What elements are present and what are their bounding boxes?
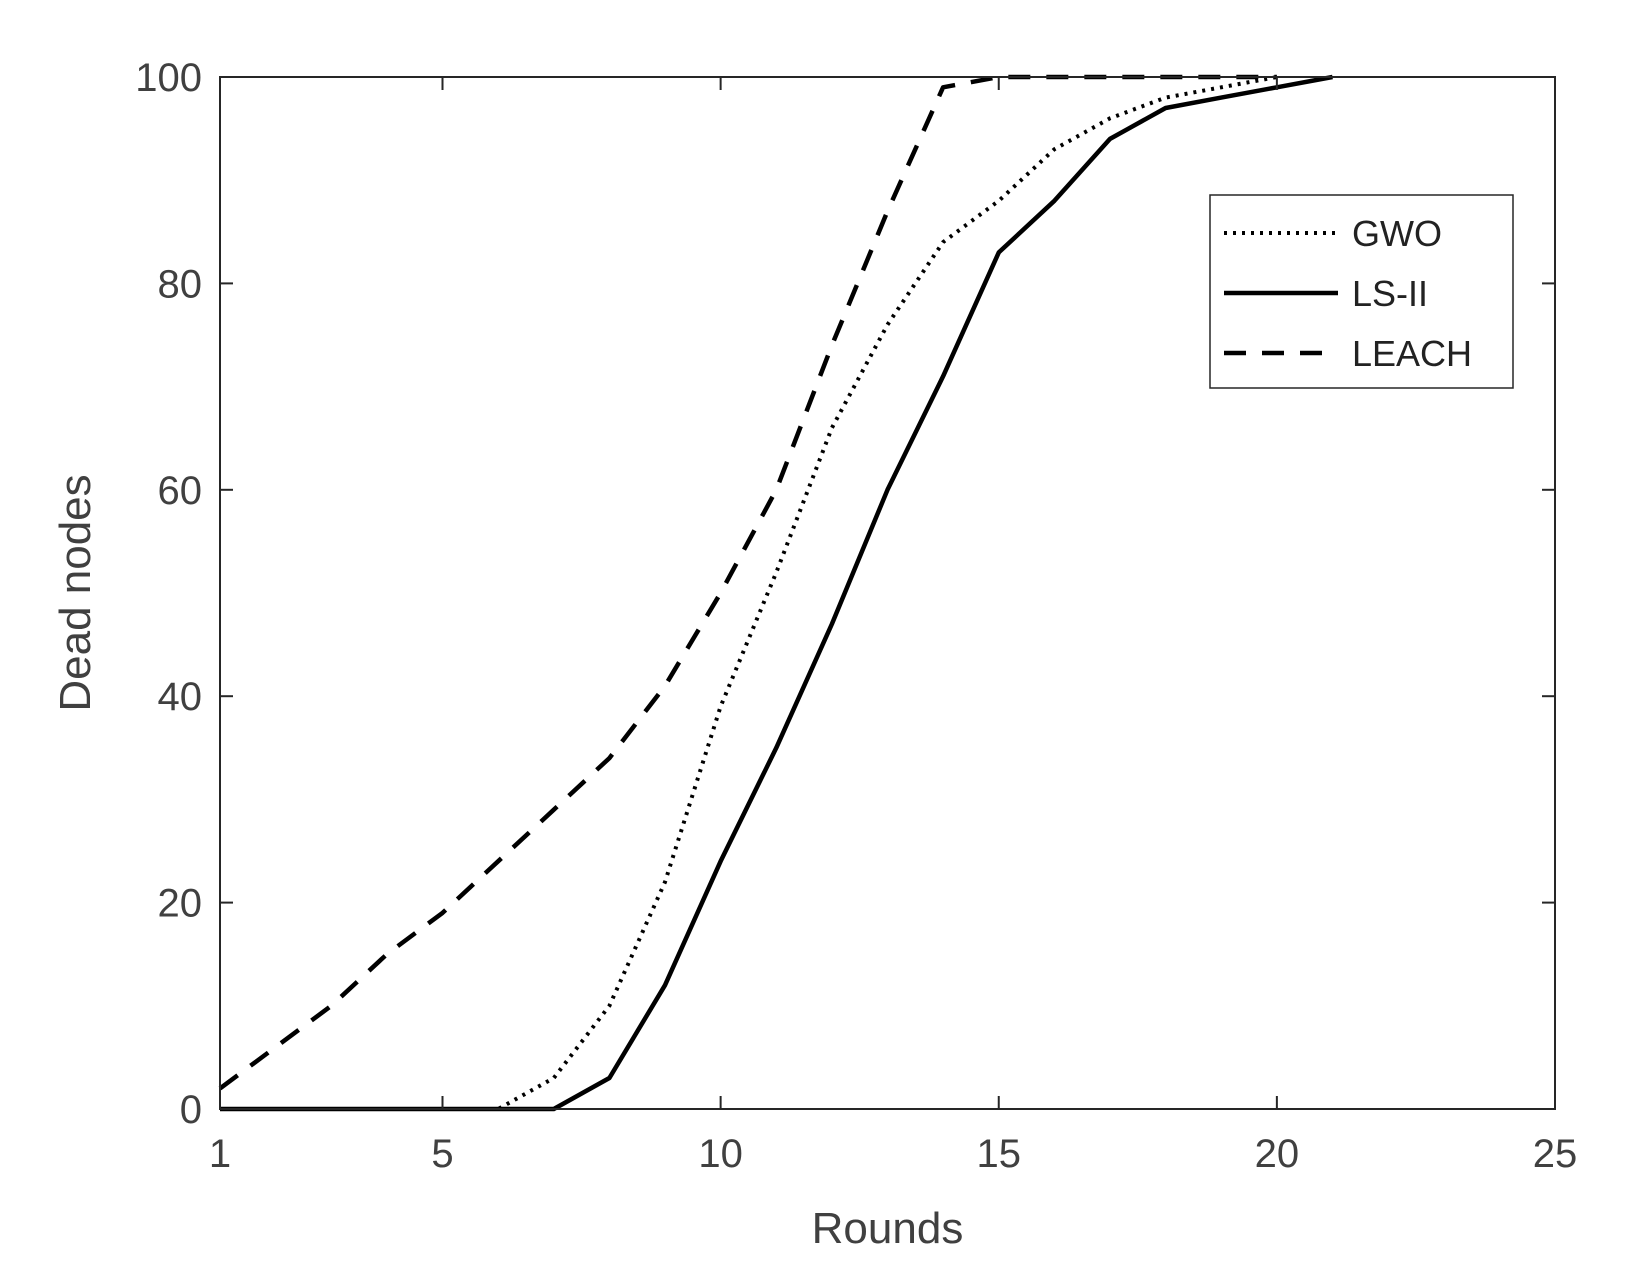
- series-line-gwo: [220, 75, 1278, 1111]
- x-tick-label: 5: [431, 1132, 453, 1176]
- x-tick-label: 20: [1255, 1132, 1300, 1176]
- x-tick-label: 25: [1533, 1132, 1578, 1176]
- y-tick-label: 40: [158, 675, 203, 719]
- y-tick-label: 0: [180, 1088, 202, 1132]
- y-tick-label: 80: [158, 262, 203, 306]
- y-tick-label: 20: [158, 882, 203, 926]
- x-tick-label: 15: [977, 1132, 1022, 1176]
- legend-label: LEACH: [1352, 333, 1472, 374]
- x-axis-title: Rounds: [812, 1204, 964, 1253]
- legend-label: LS-II: [1352, 273, 1428, 314]
- x-tick-label: 1: [209, 1132, 231, 1176]
- x-tick-label: 10: [698, 1132, 743, 1176]
- y-axis-title: Dead nodes: [51, 474, 100, 711]
- y-tick-label: 100: [135, 56, 202, 100]
- plot-frame: [219, 76, 1556, 1110]
- y-tick-label: 60: [158, 469, 203, 513]
- legend: GWO LS-II LEACH: [1209, 194, 1514, 389]
- legend-label: GWO: [1352, 213, 1442, 254]
